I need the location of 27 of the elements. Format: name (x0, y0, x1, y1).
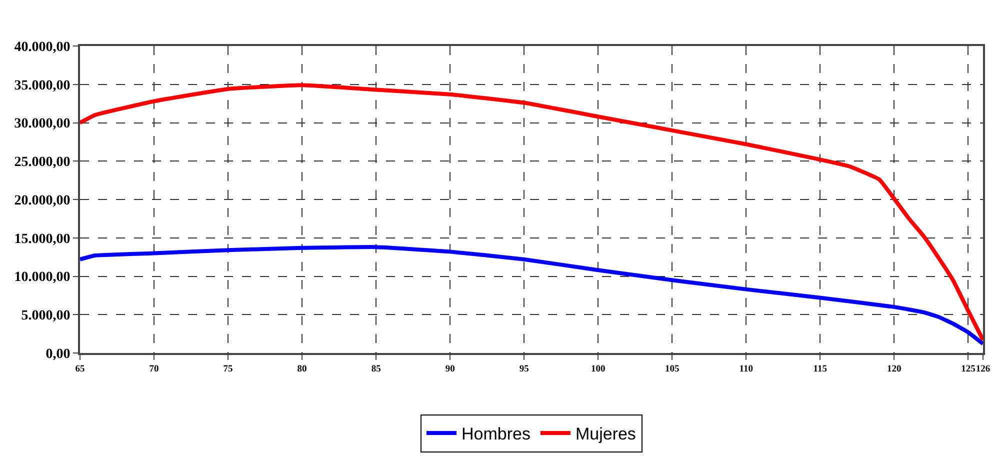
x-tick-label: 85 (371, 364, 382, 374)
y-tick-label: 30.000,00 (14, 116, 70, 132)
y-tick-label: 20.000,00 (14, 193, 70, 208)
x-tick-label: 110 (739, 364, 754, 374)
y-tick-label: 40.000,00 (14, 40, 70, 55)
x-tick-label: 120 (887, 364, 902, 374)
x-tick-label: 115 (813, 364, 828, 374)
x-tick-label: 95 (519, 364, 530, 374)
y-tick-label: 10.000,00 (14, 270, 70, 286)
x-tick-label: 80 (297, 364, 308, 374)
line-series (80, 245, 983, 346)
legend-label: Hombres (462, 424, 530, 444)
y-tick-label: 15.000,00 (14, 232, 70, 247)
legend-label: Mujeres (575, 424, 636, 444)
x-tick-label: 65 (75, 364, 85, 374)
x-tick-label: 105 (665, 364, 680, 374)
x-tick-label: 70 (149, 364, 160, 374)
line-series (80, 83, 983, 342)
y-tick-label: 5.000,00 (21, 308, 70, 324)
y-tick-label: 0,00 (46, 346, 70, 362)
x-tick-label: 90 (445, 364, 456, 374)
y-tick-label: 35.000,00 (14, 78, 70, 94)
x-tick-label: 125 (961, 364, 976, 374)
x-tick-label: 126 (976, 364, 990, 374)
x-tick-label: 75 (223, 364, 234, 374)
x-tick-label: 100 (590, 364, 606, 374)
y-tick-label: 25.000,00 (14, 155, 70, 170)
